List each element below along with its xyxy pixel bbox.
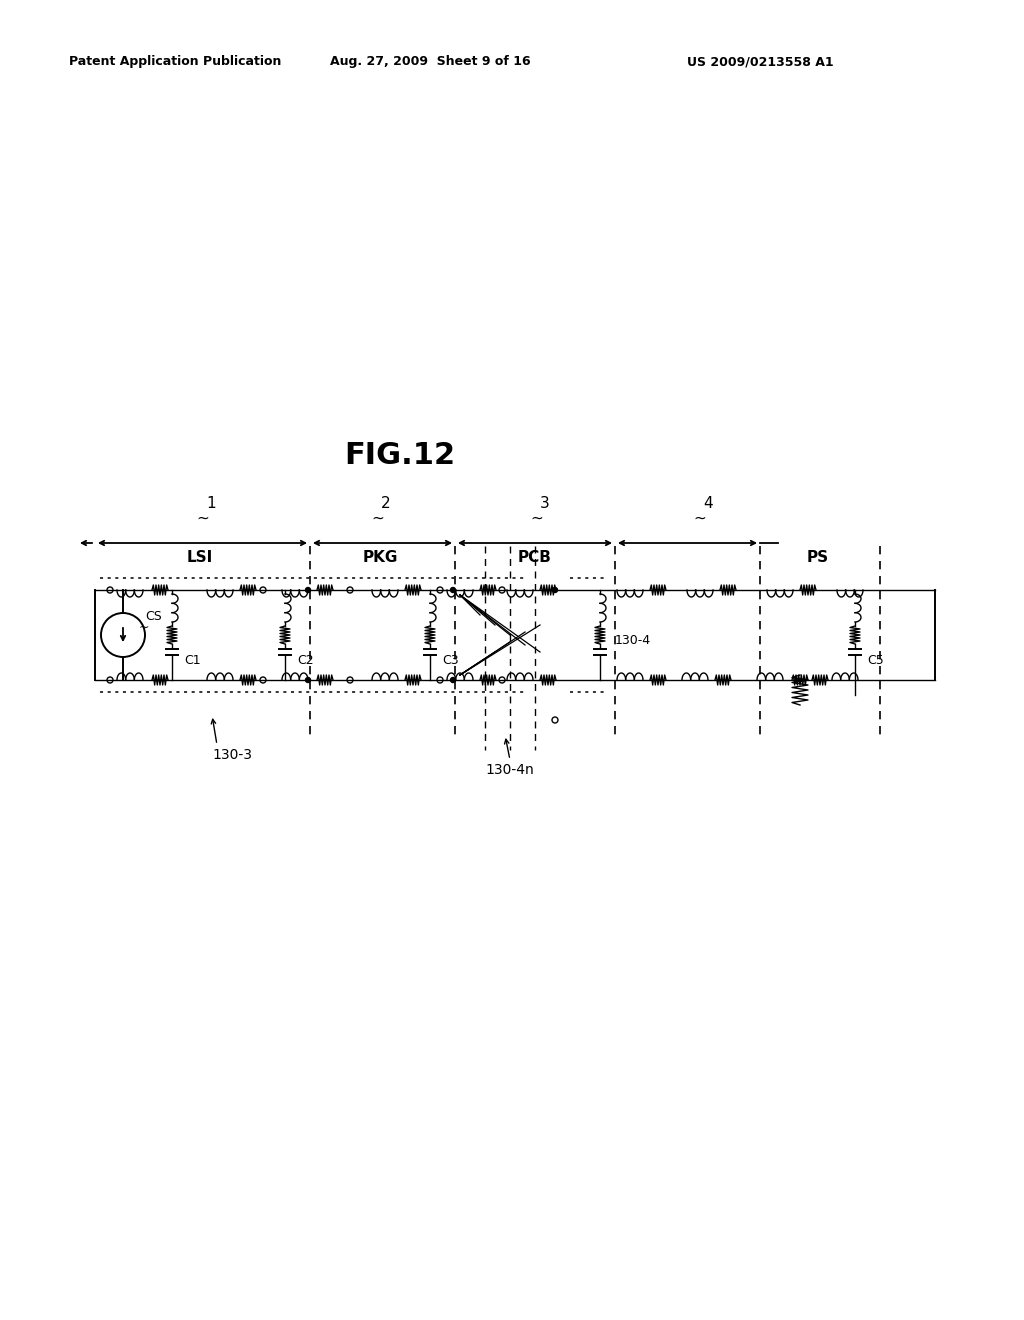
Text: ~: ~ [693, 511, 707, 525]
Text: Patent Application Publication: Patent Application Publication [69, 55, 282, 69]
Text: 3: 3 [540, 495, 550, 511]
Text: C3: C3 [442, 653, 459, 667]
Circle shape [553, 587, 557, 593]
Text: ~: ~ [372, 511, 384, 525]
Text: C2: C2 [297, 653, 313, 667]
Text: C1: C1 [184, 653, 201, 667]
Text: 130-3: 130-3 [212, 748, 252, 762]
Text: 4: 4 [703, 495, 713, 511]
Circle shape [305, 587, 310, 593]
Text: 130-4n: 130-4n [485, 763, 535, 777]
Text: 1: 1 [206, 495, 216, 511]
Text: US 2009/0213558 A1: US 2009/0213558 A1 [687, 55, 834, 69]
Text: PS: PS [807, 550, 829, 565]
Text: PCB: PCB [518, 550, 552, 565]
Text: Aug. 27, 2009  Sheet 9 of 16: Aug. 27, 2009 Sheet 9 of 16 [330, 55, 530, 69]
Text: 2: 2 [381, 495, 391, 511]
Text: ~: ~ [139, 620, 150, 634]
Text: 130-4: 130-4 [615, 634, 651, 647]
Text: FIG.12: FIG.12 [344, 441, 456, 470]
Text: ~: ~ [530, 511, 544, 525]
Circle shape [451, 587, 456, 593]
Text: CS: CS [145, 610, 162, 623]
Text: PKG: PKG [362, 550, 397, 565]
Text: LSI: LSI [186, 550, 213, 565]
Circle shape [305, 677, 310, 682]
Text: C5: C5 [867, 653, 884, 667]
Text: ~: ~ [197, 511, 209, 525]
Circle shape [451, 677, 456, 682]
